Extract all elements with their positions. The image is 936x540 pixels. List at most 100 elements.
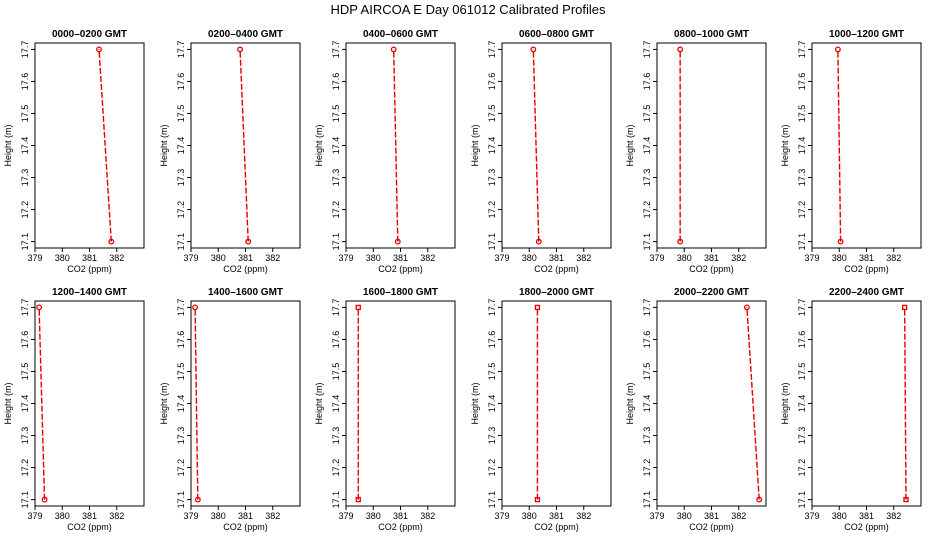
x-tick-label: 379 [183, 511, 198, 521]
data-point [355, 496, 361, 503]
x-tick-label: 380 [522, 253, 537, 263]
y-axis-label: Height (m) [159, 124, 169, 166]
y-tick-label: 17.4 [487, 395, 497, 413]
y-tick-label: 17.1 [176, 491, 186, 509]
x-tick-label: 380 [55, 511, 70, 521]
panel-title: 2000–2200 GMT [674, 287, 749, 298]
y-tick-label: 17.4 [176, 395, 186, 413]
y-tick-label: 17.3 [642, 427, 652, 445]
y-tick-label: 17.6 [797, 331, 807, 349]
y-axis-label: Height (m) [470, 124, 480, 166]
y-tick-label: 17.6 [20, 73, 30, 91]
x-tick-label: 379 [27, 511, 42, 521]
data-point [743, 304, 750, 311]
y-tick-label: 17.2 [20, 201, 30, 219]
x-tick-label: 381 [238, 253, 253, 263]
x-tick-label: 380 [832, 511, 847, 521]
y-tick-label: 17.6 [20, 331, 30, 349]
y-tick-label: 17.2 [642, 459, 652, 477]
y-tick-label: 17.6 [642, 73, 652, 91]
y-tick-label: 17.1 [487, 233, 497, 251]
y-tick-label: 17.2 [176, 459, 186, 477]
chart-panel: 1200–1400 GMT 379 380 381 382 17.1 17.2 17.3 17.… [3, 287, 145, 532]
data-point [394, 238, 401, 245]
data-point [108, 238, 115, 245]
y-tick-label: 17.2 [487, 459, 497, 477]
data-point [41, 496, 48, 503]
x-tick-label: 382 [420, 511, 435, 521]
x-tick-label: 382 [886, 511, 901, 521]
profile-line [239, 49, 249, 242]
chart-panel: 0800–1000 GMT 379 380 381 382 17.1 17.2 17.3 17.… [625, 29, 767, 274]
x-axis-label: CO2 (ppm) [67, 522, 112, 532]
data-point [534, 496, 541, 503]
y-tick-label: 17.7 [20, 41, 30, 59]
x-tick-label: 380 [677, 253, 692, 263]
y-tick-label: 17.3 [487, 169, 497, 187]
x-tick-label: 380 [677, 511, 692, 521]
x-tick-label: 380 [55, 253, 70, 263]
figure-title: HDP AIRCOA E Day 061012 Calibrated Profi… [330, 2, 606, 17]
y-axis-label: Height (m) [470, 382, 480, 424]
x-axis-label: CO2 (ppm) [844, 522, 889, 532]
x-tick-label: 381 [859, 253, 874, 263]
x-tick-label: 381 [393, 253, 408, 263]
x-axis-label: CO2 (ppm) [223, 264, 268, 274]
x-axis-label: CO2 (ppm) [67, 264, 112, 274]
panel-title: 1800–2000 GMT [519, 287, 594, 298]
x-tick-label: 381 [549, 511, 564, 521]
x-tick-label: 381 [82, 511, 97, 521]
data-point [902, 304, 908, 311]
x-tick-label: 382 [109, 253, 124, 263]
y-tick-label: 17.4 [176, 137, 186, 155]
x-tick-label: 379 [804, 253, 819, 263]
y-tick-label: 17.5 [797, 105, 807, 123]
y-tick-label: 17.2 [331, 201, 341, 219]
y-axis-label: Height (m) [314, 382, 324, 424]
y-tick-label: 17.2 [20, 459, 30, 477]
y-tick-label: 17.7 [797, 41, 807, 59]
panel-title: 0800–1000 GMT [674, 29, 749, 40]
data-point [535, 238, 542, 245]
x-tick-label: 380 [211, 511, 226, 521]
x-tick-label: 382 [886, 253, 901, 263]
x-axis-label: CO2 (ppm) [378, 522, 423, 532]
y-tick-label: 17.3 [176, 169, 186, 187]
profile-line [98, 49, 112, 242]
y-tick-label: 17.5 [176, 363, 186, 381]
plot-frame [34, 300, 145, 507]
panel-title: 0200–0400 GMT [208, 29, 283, 40]
data-point [677, 46, 684, 53]
chart-panel: 0200–0400 GMT 379 380 381 382 17.1 17.2 17.3 17.… [159, 29, 301, 274]
y-tick-label: 17.1 [331, 233, 341, 251]
x-tick-label: 380 [211, 253, 226, 263]
panel-title: 0000–0200 GMT [52, 29, 127, 40]
y-tick-label: 17.4 [331, 395, 341, 413]
y-tick-label: 17.5 [331, 363, 341, 381]
y-axis-label: Height (m) [3, 382, 13, 424]
plot-frame [656, 42, 767, 249]
y-tick-label: 17.7 [20, 299, 30, 317]
y-tick-label: 17.4 [797, 395, 807, 413]
data-point [677, 238, 684, 245]
y-axis-label: Height (m) [314, 124, 324, 166]
x-axis-label: CO2 (ppm) [689, 264, 734, 274]
y-tick-label: 17.6 [797, 73, 807, 91]
x-tick-label: 382 [576, 253, 591, 263]
x-tick-label: 382 [109, 511, 124, 521]
data-point [355, 304, 361, 311]
x-tick-label: 379 [27, 253, 42, 263]
y-tick-label: 17.5 [20, 363, 30, 381]
x-tick-label: 381 [859, 511, 874, 521]
y-tick-label: 17.4 [487, 137, 497, 155]
panel-title: 2200–2400 GMT [829, 287, 904, 298]
x-axis-label: CO2 (ppm) [223, 522, 268, 532]
x-tick-label: 382 [265, 253, 280, 263]
y-tick-label: 17.5 [642, 363, 652, 381]
data-point [194, 496, 201, 503]
y-tick-label: 17.4 [20, 137, 30, 155]
y-tick-label: 17.6 [176, 73, 186, 91]
panel-title: 1600–1800 GMT [363, 287, 438, 298]
y-axis-label: Height (m) [159, 382, 169, 424]
plot-frame [501, 42, 612, 249]
